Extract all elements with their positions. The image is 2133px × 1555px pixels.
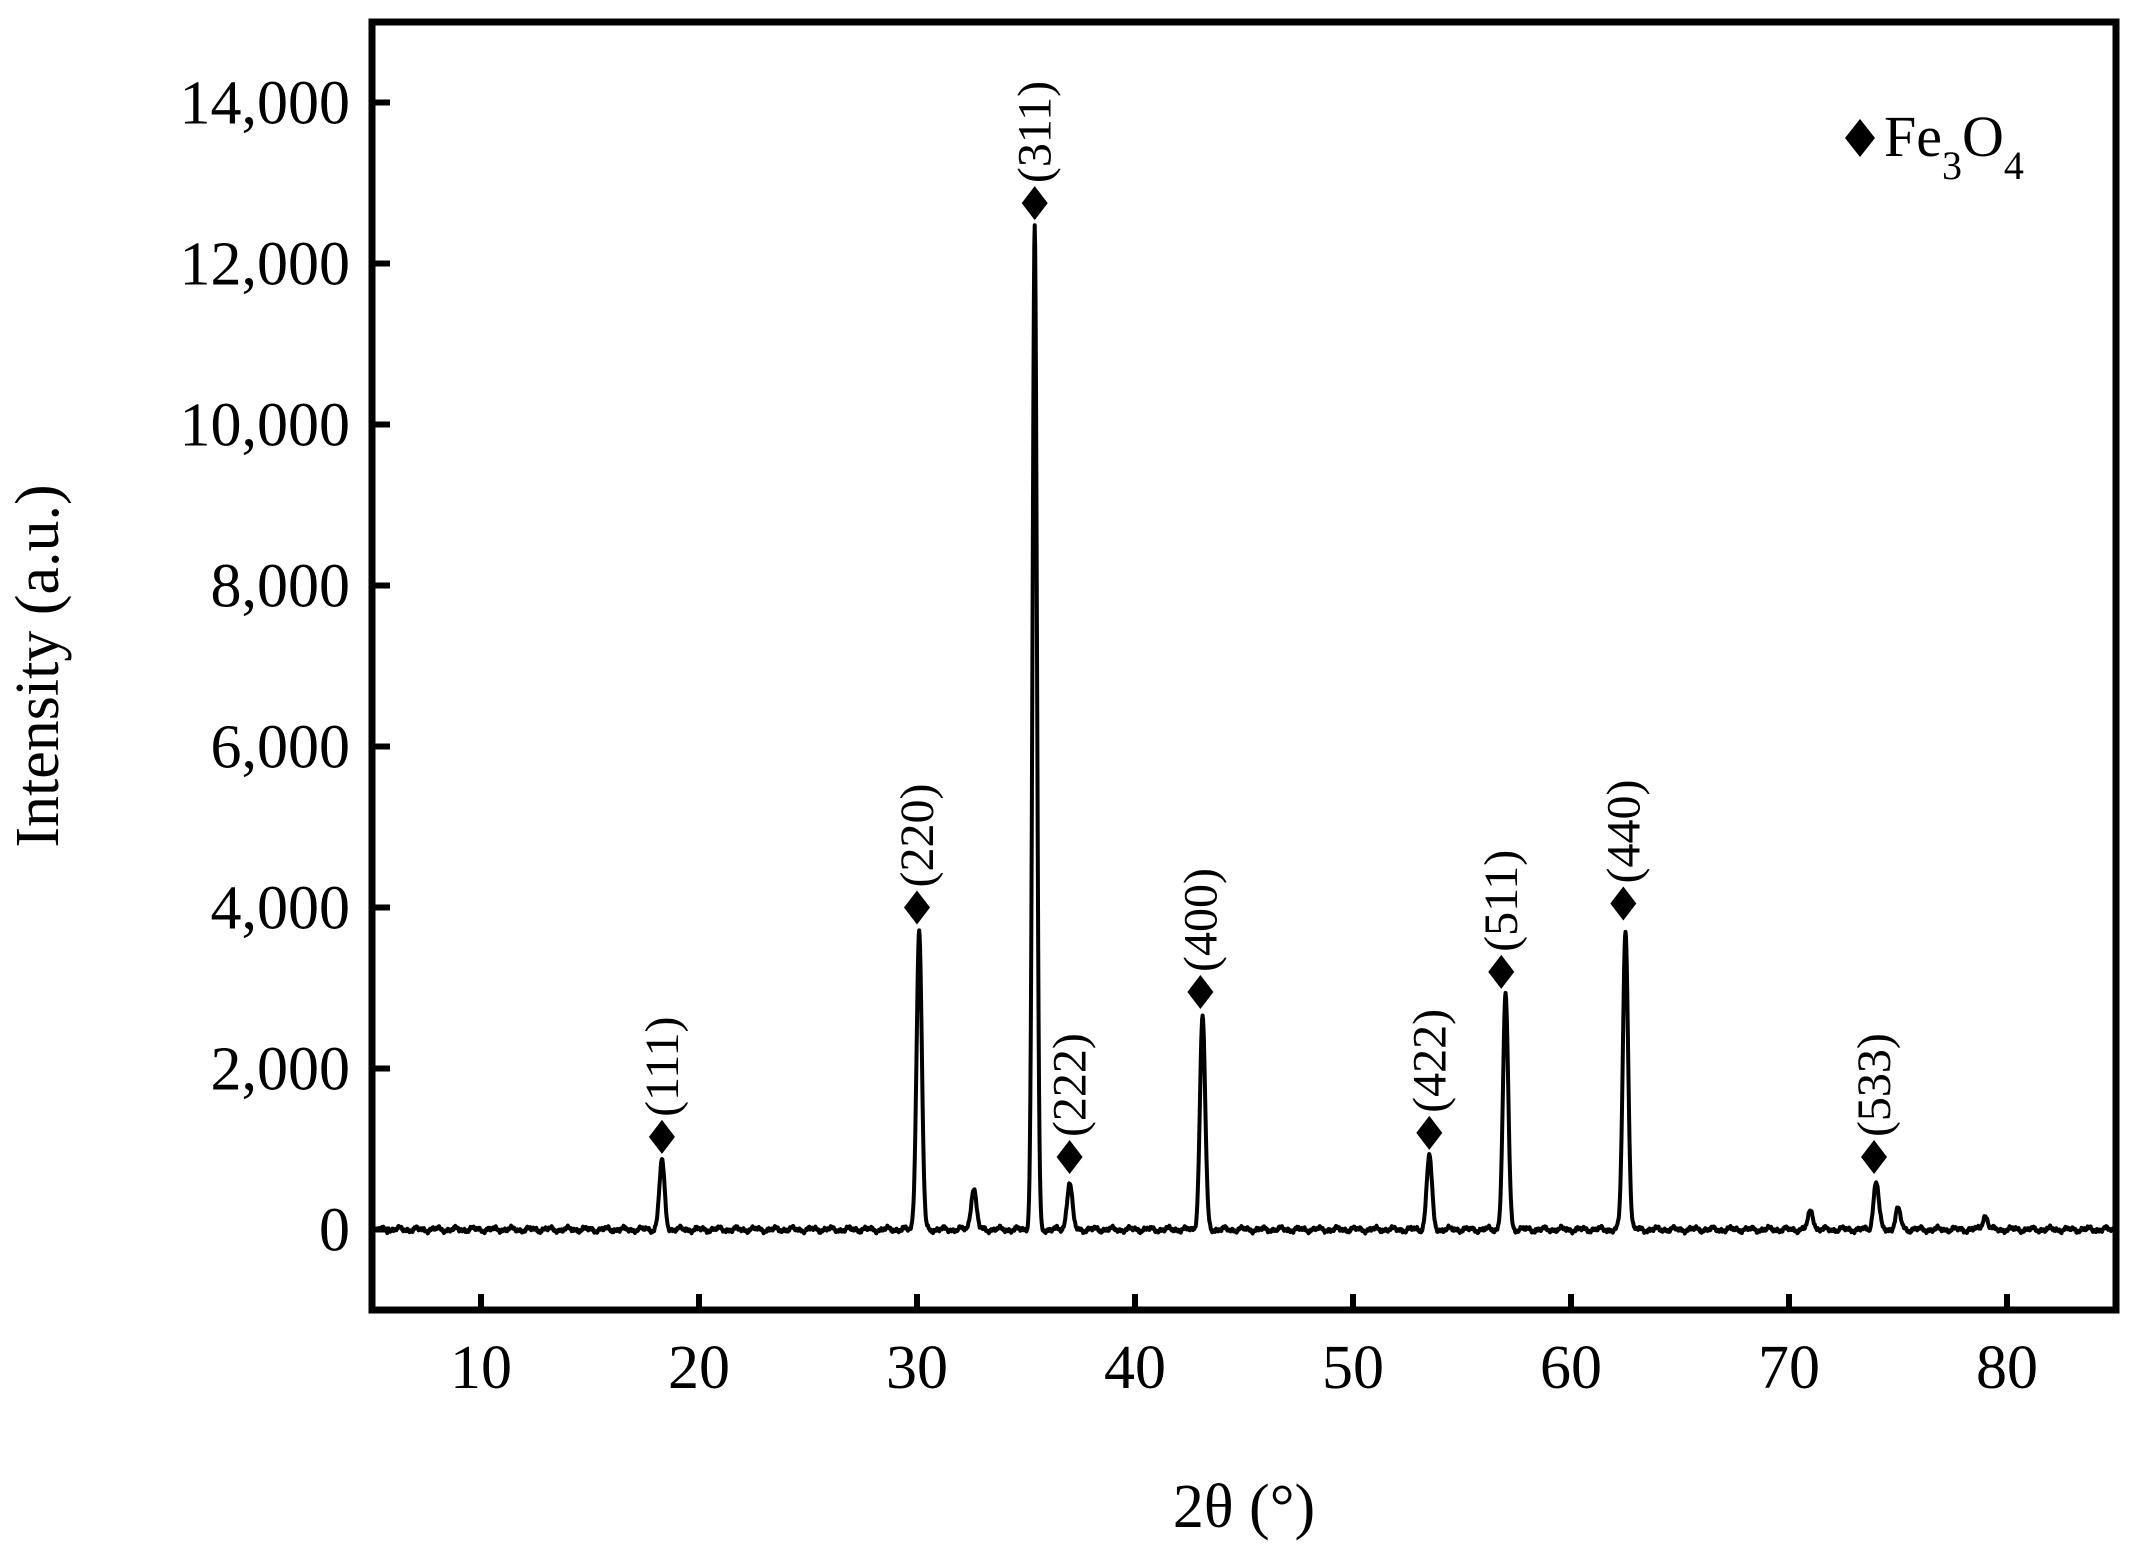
x-tick-label: 40 [1104, 1334, 1166, 1402]
y-tick-label: 12,000 [180, 231, 351, 299]
legend-label: Fe3O4 [1884, 104, 2024, 188]
peak-hkl-label: (111) [636, 1017, 689, 1117]
peak-hkl-label: (440) [1597, 780, 1650, 884]
peak-hkl-label: (222) [1044, 1033, 1097, 1137]
legend-label-sub1: 3 [1942, 143, 1962, 188]
x-tick-label: 20 [668, 1334, 730, 1402]
peak-hkl-label: (422) [1403, 1009, 1456, 1113]
peak-diamond-marker [1610, 886, 1637, 921]
plot-area: (111) (220) (311) (222) (400) (422) (511) (440)… [368, 18, 2120, 1314]
y-tick-label: 2,000 [211, 1036, 351, 1104]
legend-label-mid: O [1962, 104, 2004, 169]
peak-hkl-label: (511) [1475, 850, 1528, 952]
peak-diamond-marker [1021, 186, 1048, 221]
y-tick-label: 0 [319, 1197, 350, 1265]
peak-diamond-marker [648, 1119, 675, 1154]
legend-label-base: Fe [1884, 104, 1942, 169]
y-tick-label: 8,000 [211, 553, 351, 621]
peak-diamond-marker [1187, 975, 1214, 1010]
peak-diamond-marker [1861, 1140, 1888, 1175]
x-tick-label: 30 [886, 1334, 948, 1402]
legend-diamond-icon [1845, 119, 1875, 157]
x-tick-label: 80 [1976, 1334, 2038, 1402]
x-tick-label: 60 [1540, 1334, 1602, 1402]
plot-frame [368, 18, 2120, 1314]
y-tick-label: 10,000 [180, 392, 351, 460]
peak-diamond-marker [1488, 954, 1515, 989]
y-tick-label: 6,000 [211, 714, 351, 782]
peak-hkl-label: (311) [1009, 81, 1062, 183]
peak-diamond-marker [904, 890, 930, 925]
peak-hkl-label: (220) [891, 784, 944, 888]
peak-hkl-label: (533) [1848, 1033, 1901, 1137]
peak-diamond-marker [1056, 1140, 1083, 1175]
x-axis-title: 2θ (°) [1173, 1473, 1315, 1541]
peak-diamond-marker [1416, 1115, 1443, 1150]
x-tick-label: 70 [1758, 1334, 1820, 1402]
x-tick-label: 50 [1322, 1334, 1384, 1402]
y-axis-title: Intensity (a.u.) [4, 484, 72, 847]
x-axis: 10 20 30 40 50 60 70 80 [450, 1294, 2038, 1402]
xrd-pattern-line [376, 223, 2117, 1236]
legend-label-sub2: 4 [2004, 143, 2024, 188]
y-axis: 0 2,000 4,000 6,000 8,000 10,000 12,000 14,000 [180, 70, 390, 1265]
y-tick-label: 4,000 [211, 875, 351, 943]
legend: Fe3O4 [1845, 104, 2024, 188]
x-tick-label: 10 [450, 1334, 512, 1402]
y-tick-label: 14,000 [180, 70, 351, 138]
peak-hkl-label: (400) [1174, 868, 1227, 972]
